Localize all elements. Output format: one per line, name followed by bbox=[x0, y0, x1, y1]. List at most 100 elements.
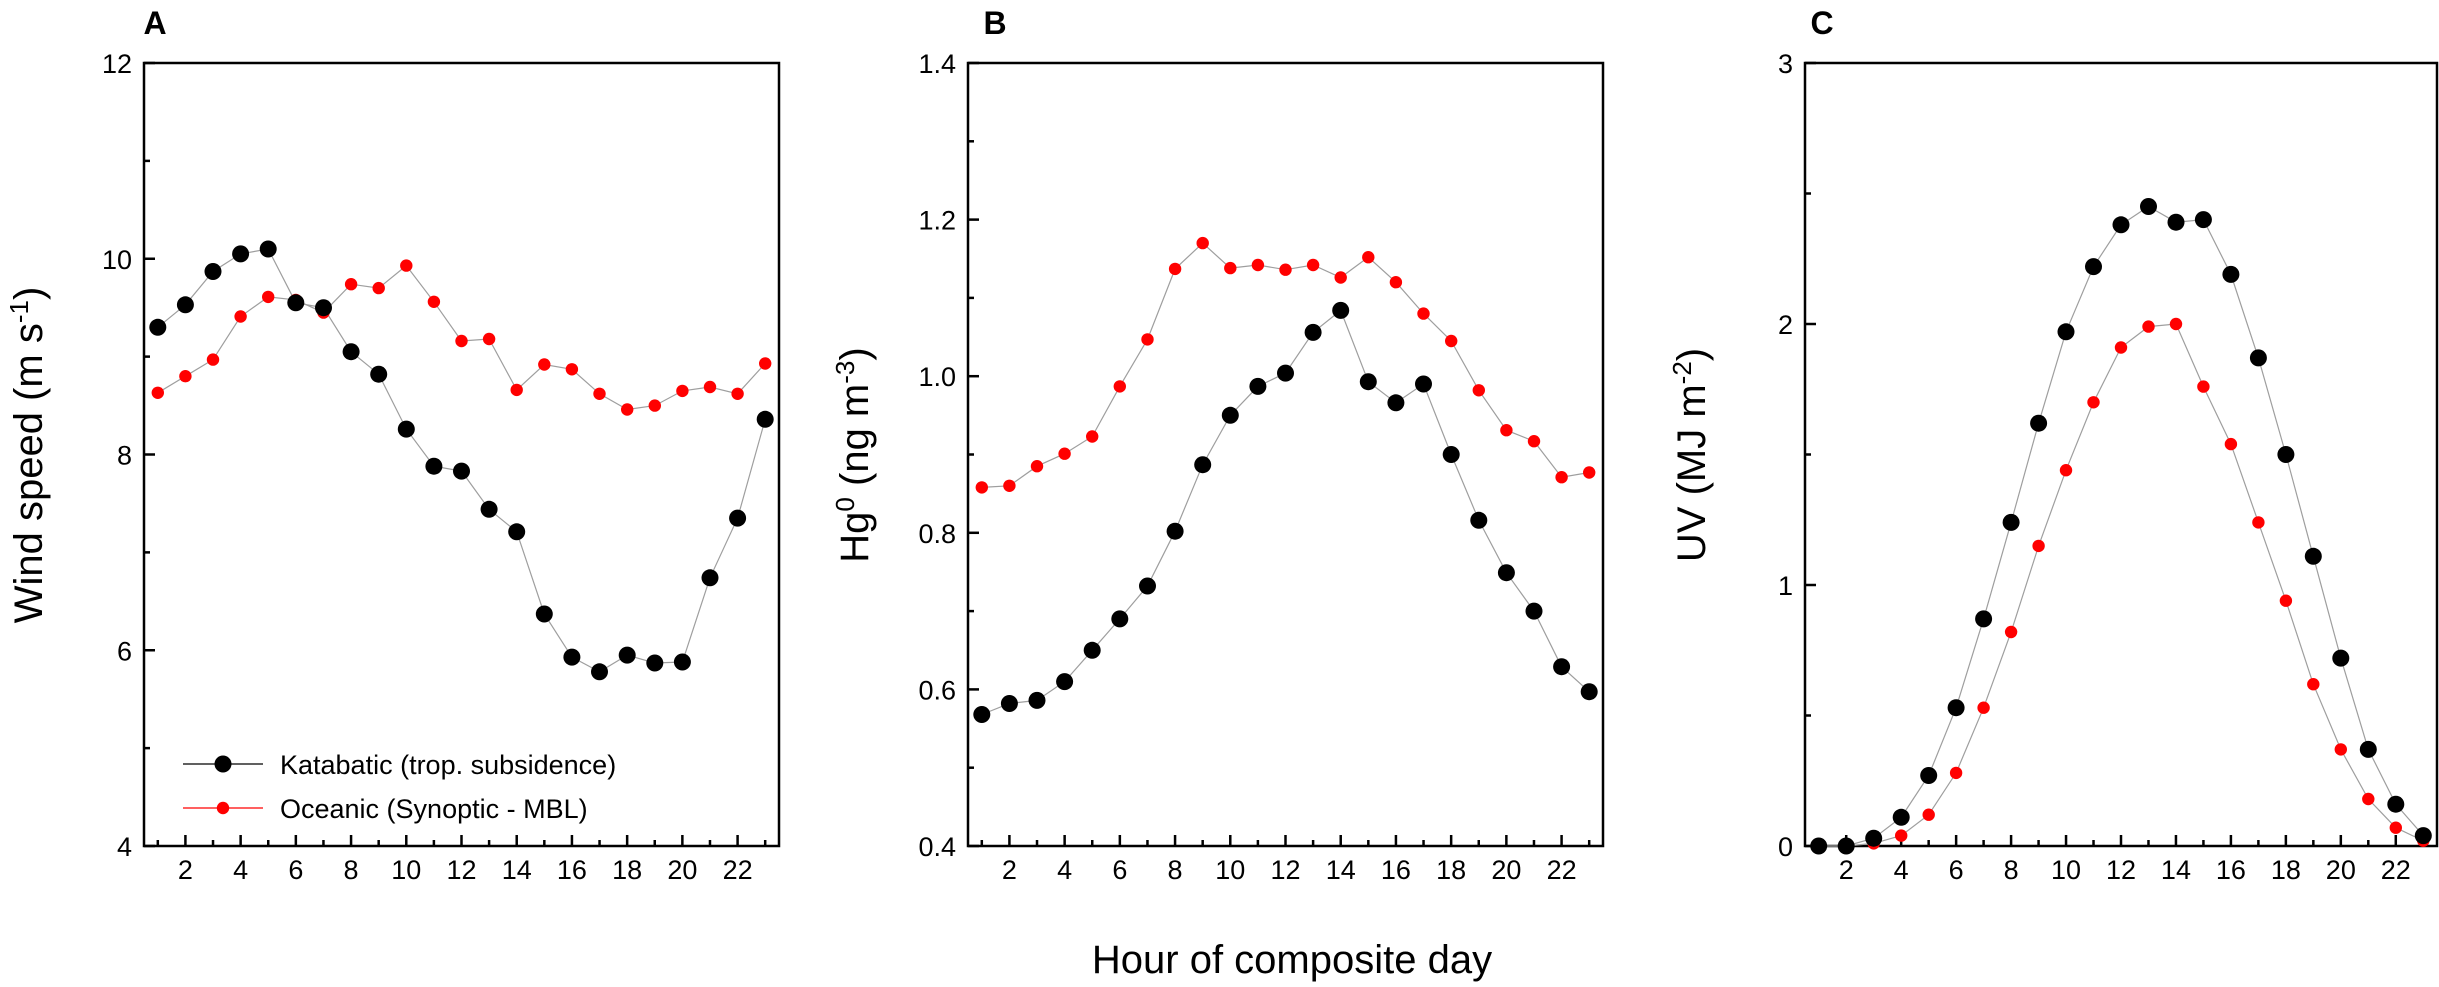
data-point-oceanic bbox=[731, 387, 744, 400]
x-tick-label: 8 bbox=[1168, 855, 1183, 885]
data-point-oceanic bbox=[703, 380, 717, 394]
data-point-katabatic bbox=[2387, 795, 2405, 813]
data-point-oceanic bbox=[1895, 829, 1908, 842]
data-point-katabatic bbox=[729, 509, 747, 527]
data-point-katabatic bbox=[1470, 511, 1488, 529]
data-point-oceanic bbox=[344, 278, 358, 291]
x-tick-label: 8 bbox=[2004, 855, 2019, 885]
data-point-katabatic bbox=[2112, 216, 2130, 234]
data-point-katabatic bbox=[2414, 827, 2432, 845]
data-point-katabatic bbox=[176, 296, 194, 314]
y-tick-label: 8 bbox=[117, 441, 132, 471]
x-tick-label: 16 bbox=[557, 855, 587, 885]
data-point-oceanic bbox=[975, 481, 988, 494]
data-point-katabatic bbox=[315, 299, 332, 317]
x-tick-label: 14 bbox=[502, 855, 532, 885]
data-point-katabatic bbox=[1947, 699, 1965, 717]
y-axis-title: Wind speed (m s-1) bbox=[4, 287, 51, 624]
x-tick-label: 14 bbox=[2161, 855, 2191, 885]
data-point-oceanic bbox=[538, 358, 551, 371]
x-tick-label: 4 bbox=[233, 855, 248, 885]
y-tick-label: 1 bbox=[1778, 571, 1793, 601]
data-point-katabatic bbox=[646, 654, 664, 672]
data-point-katabatic bbox=[1332, 301, 1350, 319]
data-point-oceanic bbox=[1168, 262, 1182, 276]
data-point-katabatic bbox=[2140, 198, 2157, 215]
data-point-oceanic bbox=[262, 290, 275, 304]
data-point-katabatic bbox=[1221, 406, 1239, 424]
data-point-oceanic bbox=[179, 370, 192, 383]
data-point-katabatic bbox=[342, 343, 360, 361]
data-point-katabatic bbox=[149, 318, 167, 336]
data-point-oceanic bbox=[1141, 333, 1154, 346]
data-point-katabatic bbox=[2249, 349, 2267, 367]
data-point-katabatic bbox=[1000, 695, 1018, 712]
data-point-katabatic bbox=[1111, 610, 1129, 628]
data-point-katabatic bbox=[1359, 373, 1377, 391]
data-point-katabatic bbox=[1304, 323, 1322, 341]
data-point-katabatic bbox=[973, 706, 991, 723]
data-point-oceanic bbox=[510, 383, 523, 397]
panel-label: B bbox=[983, 5, 1006, 41]
x-tick-label: 18 bbox=[2271, 855, 2301, 885]
data-point-oceanic bbox=[2169, 317, 2183, 331]
x-tick-label: 6 bbox=[1949, 855, 1964, 885]
data-point-oceanic bbox=[1389, 276, 1403, 289]
x-tick-label: 22 bbox=[723, 855, 753, 885]
data-point-oceanic bbox=[455, 334, 468, 348]
data-point-oceanic bbox=[2334, 743, 2347, 756]
panel-b: B 0.4 0.6 0.8 1.0 1.2 1.4 2 4 6 8 10 12 14 16 18 20 22 Hg0… bbox=[830, 5, 1605, 885]
data-point-oceanic bbox=[1003, 479, 1016, 492]
y-axis-title: Hg0 (ng m-3) bbox=[830, 347, 877, 562]
data-point-katabatic bbox=[425, 457, 443, 475]
data-point-oceanic bbox=[1949, 766, 1963, 780]
y-tick-label: 10 bbox=[102, 245, 132, 275]
legend: Katabatic (trop. subsidence) Oceanic (Syn… bbox=[183, 750, 616, 824]
data-point-katabatic bbox=[618, 646, 636, 664]
x-tick-label: 4 bbox=[1894, 855, 1909, 885]
data-point-oceanic bbox=[2087, 396, 2100, 409]
data-point-katabatic bbox=[1166, 522, 1184, 540]
data-point-katabatic bbox=[204, 263, 222, 280]
data-point-katabatic bbox=[1497, 564, 1515, 582]
data-point-katabatic bbox=[1028, 691, 1046, 709]
legend-marker bbox=[216, 801, 230, 815]
data-point-katabatic bbox=[1892, 808, 1910, 826]
data-point-katabatic bbox=[1415, 375, 1432, 393]
data-point-katabatic bbox=[2194, 211, 2212, 229]
data-point-katabatic bbox=[756, 410, 774, 428]
data-point-katabatic bbox=[1249, 377, 1267, 395]
data-point-oceanic bbox=[2252, 516, 2265, 529]
data-point-katabatic bbox=[397, 420, 415, 438]
data-point-oceanic bbox=[1417, 307, 1430, 320]
data-point-katabatic bbox=[1442, 446, 1460, 463]
data-point-katabatic bbox=[1525, 602, 1543, 620]
data-point-oceanic bbox=[2142, 320, 2155, 333]
data-point-katabatic bbox=[2167, 213, 2185, 231]
data-point-katabatic bbox=[1056, 673, 1074, 691]
data-point-katabatic bbox=[1387, 394, 1405, 412]
x-tick-label: 2 bbox=[1002, 855, 1017, 885]
x-tick-label: 20 bbox=[2326, 855, 2356, 885]
data-point-katabatic bbox=[2085, 258, 2102, 276]
y-tick-label: 12 bbox=[102, 49, 132, 79]
x-tick-label: 4 bbox=[1057, 855, 1072, 885]
data-point-katabatic bbox=[673, 653, 691, 671]
x-tick-label: 6 bbox=[1112, 855, 1127, 885]
series-line-oceanic bbox=[1818, 323, 2424, 847]
data-point-katabatic bbox=[2359, 740, 2377, 758]
data-point-oceanic bbox=[1334, 271, 1347, 284]
data-point-oceanic bbox=[593, 387, 606, 400]
x-tick-label: 10 bbox=[391, 855, 421, 885]
data-point-katabatic bbox=[259, 240, 277, 258]
x-tick-label: 20 bbox=[1491, 855, 1521, 885]
x-tick-label: 10 bbox=[1215, 855, 1245, 885]
data-point-oceanic bbox=[1472, 384, 1486, 397]
x-tick-label: 16 bbox=[1381, 855, 1411, 885]
x-tick-label: 20 bbox=[667, 855, 697, 885]
x-tick-label: 16 bbox=[2216, 855, 2246, 885]
data-point-oceanic bbox=[1445, 334, 1458, 348]
y-tick-label: 3 bbox=[1778, 49, 1793, 79]
data-point-katabatic bbox=[2304, 547, 2322, 565]
